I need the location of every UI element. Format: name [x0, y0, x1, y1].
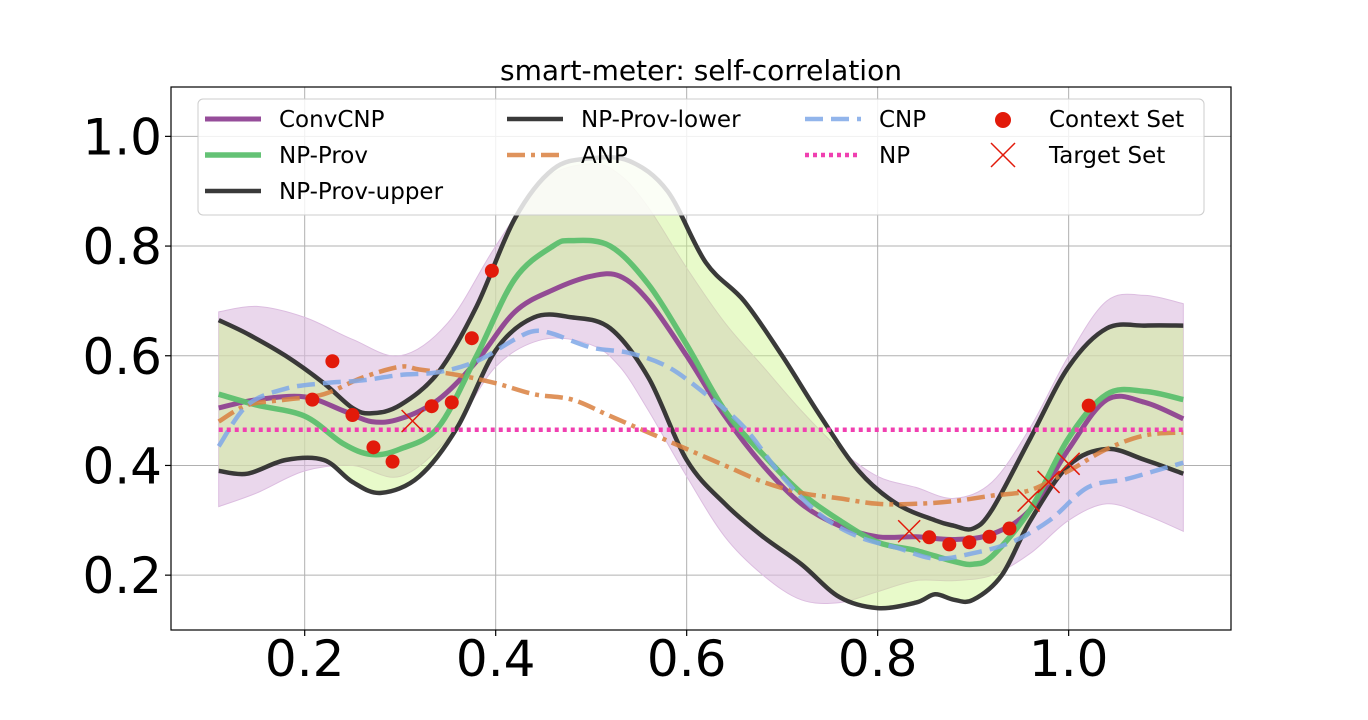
x-tick-label: 0.4 — [456, 630, 536, 688]
legend-box — [197, 98, 1205, 216]
plot-frame — [170, 86, 1232, 631]
legend-label: ConvCNP — [279, 107, 385, 133]
legend-entry-cnp: CNP — [805, 107, 926, 133]
x-tick-label: 0.8 — [838, 630, 918, 688]
series-lines — [216, 154, 1185, 611]
context-point — [942, 537, 957, 552]
context-point — [385, 454, 400, 469]
legend-label: NP-Prov-lower — [581, 107, 741, 133]
legend-label: NP-Prov-upper — [279, 179, 444, 205]
legend-label: Context Set — [1049, 107, 1184, 133]
legend: ConvCNP NP-Prov NP-Prov-upper NP-Prov-lower… — [197, 98, 1205, 216]
context-point — [1002, 521, 1017, 536]
legend-entry-anp: ANP — [507, 143, 628, 169]
context-point — [345, 407, 360, 422]
legend-entry-np: NP — [805, 143, 910, 169]
legend-entry-target-set: Target Set — [990, 142, 1165, 169]
target-point — [897, 519, 921, 543]
context-point — [962, 535, 977, 550]
chart-title: smart-meter: self-correlation — [500, 54, 902, 87]
context-point — [325, 354, 340, 369]
y-tick-label: 0.6 — [82, 328, 162, 386]
line-np-prov-upper — [217, 154, 1184, 532]
data-markers — [305, 263, 1096, 552]
y-tick-label: 0.8 — [82, 218, 162, 276]
y-axis: 0.2 0.4 0.6 0.8 1.0 — [82, 108, 171, 605]
context-point — [982, 529, 997, 544]
line-np-prov-lower — [218, 312, 1185, 611]
y-tick-label: 1.0 — [82, 108, 162, 166]
target-point — [401, 409, 425, 433]
context-point — [305, 392, 320, 407]
legend-entry-context-set: Context Set — [995, 107, 1184, 133]
legend-label: NP-Prov — [279, 143, 368, 169]
x-axis: 0.2 0.4 0.6 0.8 1.0 — [265, 630, 1108, 688]
legend-label: Target Set — [1048, 143, 1165, 169]
y-tick-label: 0.4 — [82, 437, 162, 495]
context-point — [1081, 398, 1096, 413]
x-tick-label: 1.0 — [1029, 630, 1109, 688]
context-point — [922, 530, 937, 545]
context-point — [464, 331, 479, 346]
legend-label: CNP — [879, 107, 926, 133]
context-point — [366, 440, 381, 455]
legend-swatch — [995, 112, 1011, 128]
context-point — [424, 399, 439, 414]
legend-label: NP — [879, 143, 910, 169]
target-point — [1017, 489, 1041, 513]
legend-label: ANP — [581, 143, 628, 169]
legend-entry-convcnp: ConvCNP — [205, 107, 385, 133]
y-tick-label: 0.2 — [82, 547, 162, 605]
legend-entry-np-prov-lower: NP-Prov-lower — [507, 107, 741, 133]
x-tick-label: 0.6 — [647, 630, 727, 688]
context-point — [444, 395, 459, 410]
legend-entry-np-prov-upper: NP-Prov-upper — [205, 179, 444, 205]
context-point — [484, 263, 499, 278]
target-point — [1057, 452, 1081, 476]
legend-entry-np-prov: NP-Prov — [205, 143, 368, 169]
line-cnp — [216, 328, 1184, 562]
line-anp — [217, 364, 1184, 507]
target-point — [1037, 470, 1061, 494]
x-tick-label: 0.2 — [265, 630, 345, 688]
